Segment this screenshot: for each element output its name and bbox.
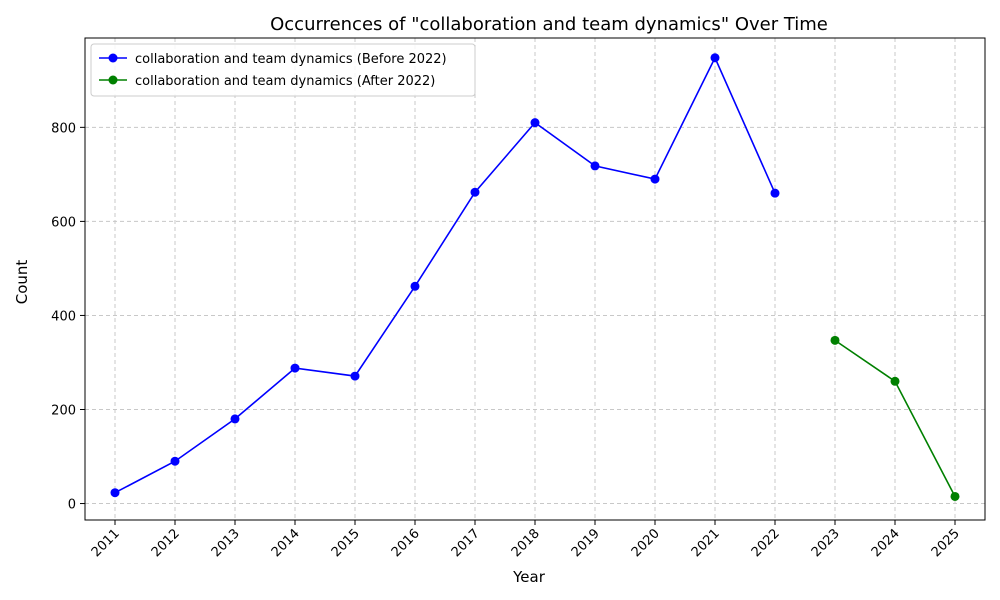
data-point — [350, 371, 360, 381]
legend: collaboration and team dynamics (Before … — [90, 43, 476, 97]
data-point — [470, 187, 480, 197]
data-point — [770, 188, 780, 198]
data-point — [950, 491, 960, 501]
y-tick-label: 200 — [51, 403, 76, 418]
data-point — [650, 174, 660, 184]
legend-marker — [108, 75, 118, 85]
y-tick-label: 0 — [68, 498, 76, 513]
data-point — [710, 53, 720, 63]
legend-label: collaboration and team dynamics (After 2… — [135, 74, 435, 89]
data-point — [230, 414, 240, 424]
y-tick-label: 800 — [51, 121, 76, 136]
y-tick-label: 600 — [51, 215, 76, 230]
series-2 — [830, 335, 960, 501]
legend-marker — [108, 53, 118, 63]
y-axis-title: Count — [13, 260, 31, 305]
data-point — [410, 281, 420, 291]
data-point — [170, 456, 180, 466]
legend-item: collaboration and team dynamics (Before … — [99, 52, 447, 67]
y-axis: 0 200 400 600 800 — [51, 121, 85, 513]
legend-label: collaboration and team dynamics (Before … — [135, 52, 447, 67]
data-point — [290, 363, 300, 373]
chart-title: Occurrences of "collaboration and team d… — [270, 14, 828, 35]
data-point — [830, 335, 840, 345]
data-point — [890, 376, 900, 386]
series-1 — [110, 53, 780, 498]
data-point — [590, 161, 600, 171]
series-line — [114, 55, 776, 494]
y-tick-label: 400 — [51, 309, 76, 324]
legend-box — [90, 43, 476, 97]
legend-item: collaboration and team dynamics (After 2… — [99, 74, 435, 89]
data-point — [530, 118, 540, 128]
data-point — [110, 488, 120, 498]
series-layer — [110, 53, 960, 501]
x-axis-title: Year — [512, 568, 546, 586]
